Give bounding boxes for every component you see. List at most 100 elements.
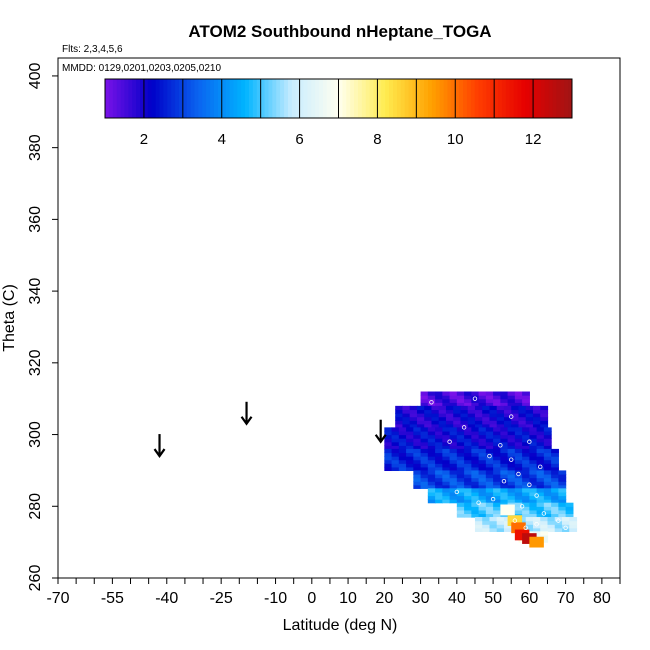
- colorbar-segment: [128, 79, 133, 118]
- heatmap-cell: [406, 427, 414, 432]
- heatmap-cell: [525, 517, 534, 522]
- heatmap-cell: [478, 456, 487, 461]
- heatmap-cell: [449, 491, 458, 497]
- heatmap-cell: [529, 491, 538, 497]
- heatmap-cell: [442, 430, 451, 436]
- heatmap-cell: [413, 470, 422, 475]
- heatmap-cell: [431, 409, 440, 414]
- heatmap-cell: [420, 402, 429, 407]
- heatmap-cell: [424, 405, 433, 411]
- heatmap-cell: [474, 524, 483, 529]
- colorbar-tick-label: 10: [447, 131, 464, 148]
- heatmap-cell: [482, 413, 491, 418]
- flight-arrow: [153, 434, 166, 458]
- heatmap-cell: [514, 430, 523, 436]
- heatmap-cell: [464, 466, 472, 472]
- heatmap-cell: [558, 499, 567, 504]
- heatmap-cell: [471, 470, 480, 475]
- heatmap-cell: [384, 456, 393, 461]
- colorbar-segment: [194, 79, 199, 118]
- heatmap-cell: [442, 452, 451, 457]
- heatmap-cell: [496, 409, 505, 414]
- colorbar-segment: [217, 79, 223, 118]
- observation-point: [490, 496, 496, 502]
- heatmap-cell: [442, 484, 451, 489]
- heatmap-cell: [529, 445, 538, 450]
- heatmap-cell: [471, 484, 480, 489]
- heatmap-cell: [453, 420, 462, 425]
- heatmap-cell: [485, 430, 494, 436]
- heatmap-cell: [427, 488, 436, 493]
- observation-point: [556, 518, 561, 523]
- heatmap-cell: [540, 517, 549, 522]
- heatmap-cell: [493, 499, 501, 504]
- colorbar-segment: [350, 79, 355, 118]
- heatmap-cell: [511, 413, 520, 418]
- heatmap-cell: [409, 413, 418, 418]
- observation-point: [429, 400, 434, 405]
- heatmap-cell: [529, 513, 538, 518]
- heatmap-cell: [522, 484, 530, 489]
- flight-arrows: [153, 401, 387, 458]
- heatmap-cell: [558, 481, 567, 486]
- heatmap-cell: [420, 430, 429, 436]
- heatmap-cell: [413, 463, 422, 468]
- heatmap-cell: [464, 463, 472, 468]
- heatmap-cell: [402, 416, 411, 421]
- heatmap-cell: [395, 409, 404, 414]
- heatmap-cell: [503, 409, 512, 414]
- heatmap-cell: [496, 517, 505, 522]
- heatmap-cell: [442, 459, 451, 464]
- heatmap-cell: [551, 513, 559, 518]
- heatmap-cell: [522, 402, 530, 407]
- colorbar-tick-label: 8: [373, 131, 381, 148]
- heatmap-cell: [478, 430, 487, 436]
- heatmap-cell: [482, 527, 491, 532]
- heatmap-cell: [406, 438, 414, 443]
- colorbar-segment: [381, 79, 386, 118]
- heatmap-cell: [514, 445, 523, 450]
- heatmap-hotspot: [529, 536, 544, 548]
- heatmap-cell: [471, 477, 480, 482]
- heatmap-cell: [391, 463, 400, 468]
- heatmap-cell: [427, 441, 436, 446]
- heatmap-cell: [478, 463, 487, 468]
- heatmap-cell: [427, 434, 436, 439]
- heatmap-cell: [413, 452, 422, 457]
- heatmap-cell: [500, 466, 509, 472]
- heatmap-cell: [471, 509, 480, 515]
- heatmap-cell: [395, 413, 404, 418]
- heatmap-cell: [485, 398, 494, 403]
- x-axis: -70 -55 -40 -25 -10 0 10 20 30 40 50 60 70 80: [46, 577, 621, 607]
- colorbar-segment: [307, 79, 312, 118]
- heatmap-cell: [485, 488, 494, 493]
- colorbar-segment: [140, 79, 145, 118]
- heatmap-cell: [482, 524, 491, 529]
- y-tick-label: 360: [27, 206, 44, 233]
- heatmap-cell: [427, 463, 436, 468]
- heatmap-cell: [395, 423, 404, 428]
- heatmap-cell: [485, 477, 494, 482]
- colorbar-segment: [330, 79, 336, 118]
- heatmap-cell: [445, 409, 454, 414]
- heatmap-cell: [449, 391, 458, 396]
- colorbar-segment: [147, 79, 153, 118]
- colorbar-segment: [171, 79, 176, 118]
- heatmap-cell: [442, 488, 451, 493]
- heatmap-cell: [449, 481, 458, 486]
- heatmap-cell: [532, 527, 541, 532]
- y-tick-label: 320: [27, 349, 44, 376]
- heatmap-cell: [391, 466, 400, 472]
- heatmap-cell: [467, 409, 476, 414]
- heatmap-cell: [543, 452, 552, 457]
- heatmap-cell: [395, 420, 404, 425]
- heatmap-cell: [449, 438, 458, 443]
- y-tick-label: 340: [27, 278, 44, 305]
- heatmap-cell: [424, 420, 433, 425]
- heatmap-cell: [474, 527, 483, 532]
- heatmap-cell: [507, 463, 516, 468]
- heatmap-cell: [485, 470, 494, 475]
- colorbar-segment: [206, 79, 211, 118]
- heatmap-cell: [449, 398, 458, 403]
- heatmap-cell: [398, 448, 407, 454]
